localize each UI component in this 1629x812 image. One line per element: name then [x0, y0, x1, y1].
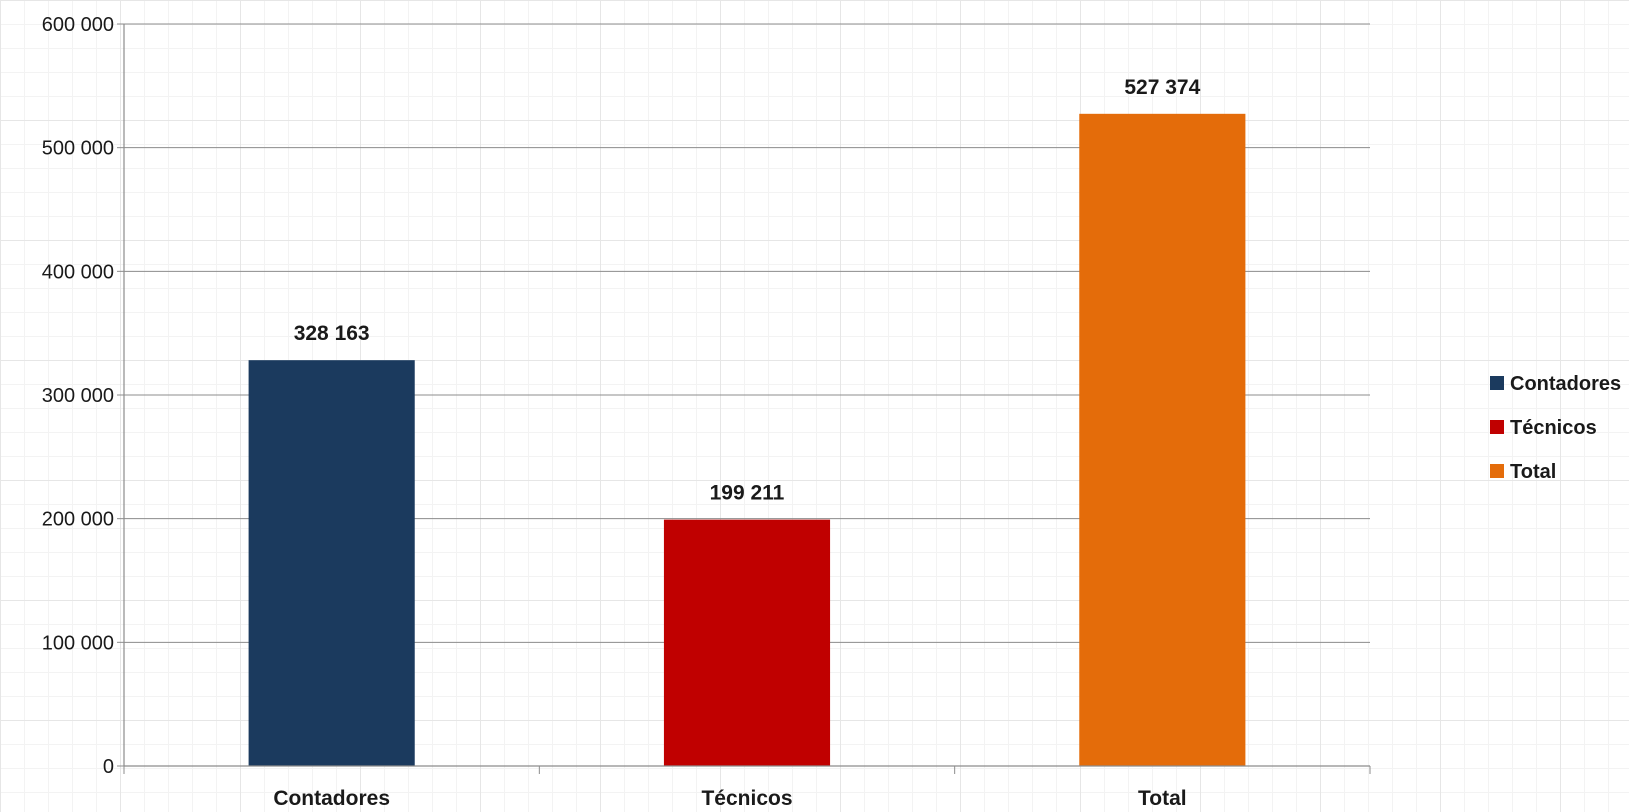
y-tick-label: 100 000 [42, 632, 114, 654]
legend: Contadores Técnicos Total [1490, 373, 1621, 483]
y-tick-label: 500 000 [42, 138, 114, 160]
y-tick-label: 300 000 [42, 385, 114, 407]
axes [117, 23, 1371, 774]
category-label: Total [1138, 787, 1187, 810]
data-label: 328 163 [294, 322, 370, 345]
legend-swatch [1490, 464, 1504, 478]
category-label: Técnicos [701, 787, 792, 810]
y-tick-label: 600 000 [42, 14, 114, 36]
legend-swatch [1490, 376, 1504, 390]
y-tick-label: 0 [103, 756, 114, 778]
legend-swatch [1490, 420, 1504, 434]
bar-2 [663, 519, 831, 766]
legend-label: Contadores [1510, 373, 1621, 395]
data-label: 527 374 [1124, 76, 1200, 99]
data-labels: 328 163 199 211 527 374 [294, 76, 1201, 505]
category-label: Contadores [273, 787, 390, 810]
legend-label: Técnicos [1510, 417, 1597, 439]
bar-1 [248, 360, 415, 766]
bars [248, 113, 1246, 767]
data-label: 199 211 [710, 482, 785, 505]
bar-3 [1079, 113, 1246, 767]
y-tick-label: 400 000 [42, 261, 114, 283]
legend-label: Total [1510, 461, 1556, 483]
y-tick-label: 200 000 [42, 509, 114, 531]
x-axis-category-labels: Contadores Técnicos Total [273, 787, 1186, 810]
y-axis-tick-labels: 0 100 000 200 000 300 000 400 000 500 000 600 … [42, 14, 114, 778]
